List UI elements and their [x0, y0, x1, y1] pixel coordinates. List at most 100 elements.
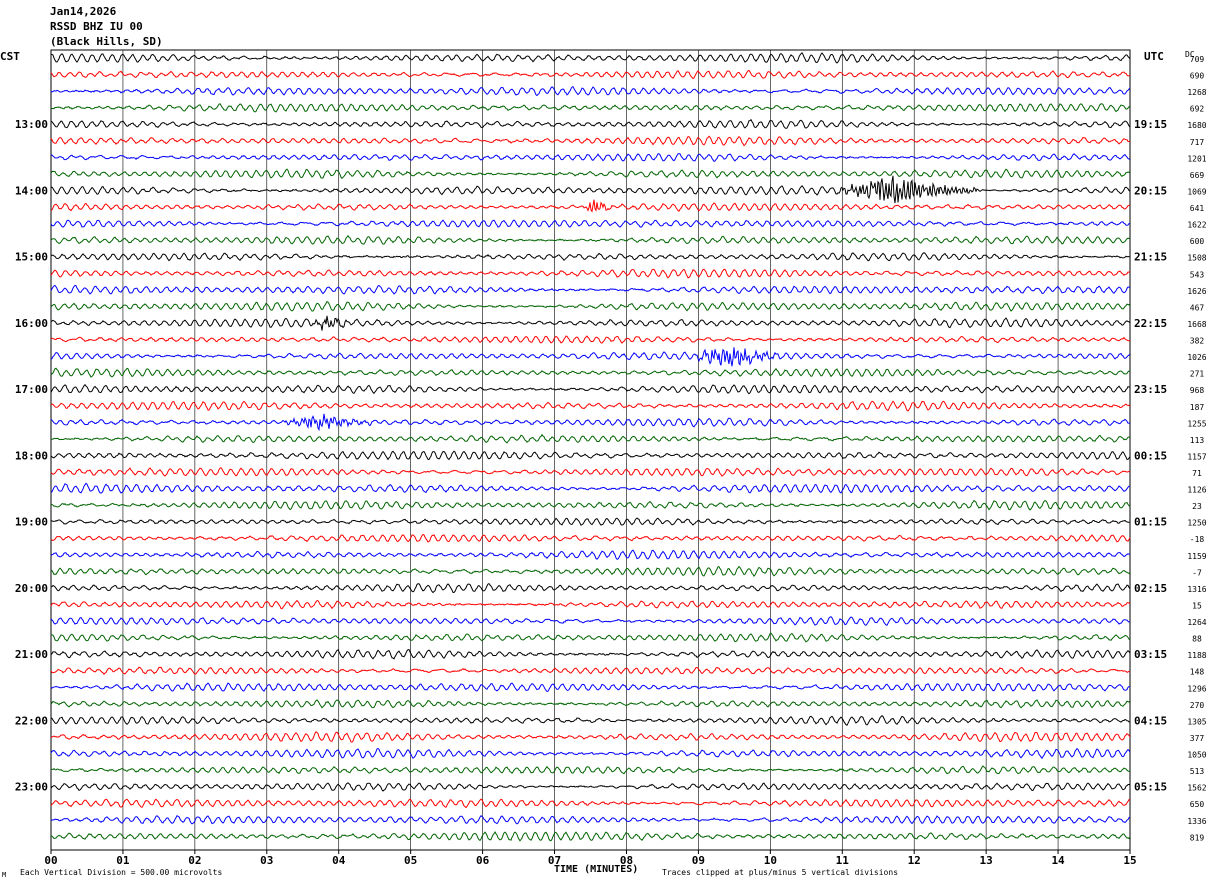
trace-row [50, 450, 1131, 461]
dc-offset-label: -18 [1190, 535, 1205, 544]
trace-row [50, 400, 1131, 412]
trace-row [50, 367, 1131, 378]
trace-row [50, 499, 1131, 511]
trace-row [50, 715, 1131, 726]
dc-offset-label: 377 [1190, 734, 1205, 743]
cst-hour-label: 19:00 [15, 516, 48, 529]
x-axis-title: TIME (MINUTES) [554, 864, 639, 875]
dc-offset-label: 88 [1192, 635, 1202, 644]
trace-row [50, 549, 1131, 560]
trace-row [50, 798, 1131, 809]
dc-offset-label: 1296 [1187, 684, 1206, 693]
trace-row [50, 517, 1131, 526]
trace-row [50, 347, 1131, 367]
trace-row [50, 649, 1131, 660]
x-tick-label: 06 [476, 854, 490, 867]
trace-row [50, 632, 1131, 643]
x-tick-label: 01 [116, 854, 130, 867]
trace-row [50, 219, 1131, 228]
cst-hour-label: 16:00 [15, 317, 48, 330]
trace-row [51, 433, 1131, 444]
dc-offset-label: 1680 [1187, 121, 1206, 130]
x-tick-label: 04 [332, 854, 346, 867]
trace-row [50, 252, 1131, 262]
utc-hour-label: 22:15 [1134, 317, 1167, 330]
dc-offset-label: 187 [1190, 403, 1205, 412]
dc-offset-label: 1305 [1187, 717, 1206, 726]
trace-row [50, 86, 1131, 97]
dc-offset-label: 1157 [1187, 452, 1206, 461]
trace-row [50, 533, 1131, 543]
trace-row [50, 153, 1131, 162]
dc-offset-label: 1668 [1187, 320, 1206, 329]
trace-row [50, 383, 1130, 395]
trace-row [50, 300, 1131, 312]
dc-offset-label: 1622 [1187, 221, 1206, 230]
dc-offset-label: 968 [1190, 386, 1205, 395]
dc-offset-label: 1126 [1187, 486, 1206, 495]
corner-mark: M [2, 871, 7, 879]
dc-offset-label: 15 [1192, 601, 1202, 610]
cst-hour-label: 18:00 [15, 449, 48, 462]
cst-hour-label: 21:00 [15, 648, 48, 661]
dc-offset-label: 1264 [1187, 618, 1206, 627]
dc-offset-label: 1250 [1187, 519, 1206, 528]
dc-offset-label: 148 [1190, 668, 1205, 677]
trace-row [50, 199, 1131, 213]
utc-hour-label: 21:15 [1134, 251, 1167, 264]
dc-offset-label: 1188 [1187, 651, 1206, 660]
trace-row [50, 599, 1131, 610]
dc-offset-label: 1508 [1187, 254, 1206, 263]
dc-offset-label: 382 [1190, 337, 1205, 346]
cst-hour-label: 13:00 [15, 118, 48, 131]
trace-row [50, 699, 1131, 709]
trace-row [50, 413, 1131, 432]
trace-row [50, 747, 1131, 760]
dc-offset-label: 1255 [1187, 419, 1206, 428]
dc-offset-label: 1201 [1187, 154, 1206, 163]
x-tick-label: 00 [44, 854, 57, 867]
dc-offset-label: 270 [1190, 701, 1205, 710]
utc-hour-label: 00:15 [1134, 449, 1167, 462]
trace-row [50, 135, 1131, 147]
left-timezone-label: CST [0, 50, 20, 63]
dc-offset-label: 467 [1190, 303, 1205, 312]
x-tick-label: 12 [908, 854, 921, 867]
trace-row [50, 831, 1131, 842]
x-tick-label: 03 [260, 854, 273, 867]
trace-row [50, 582, 1131, 594]
dc-offset-label: 717 [1190, 138, 1205, 147]
trace-row [50, 682, 1131, 692]
dc-offset-label: 641 [1190, 204, 1205, 213]
x-tick-label: 09 [692, 854, 705, 867]
cst-hour-label: 17:00 [15, 383, 48, 396]
dc-offset-label: 1050 [1187, 751, 1206, 760]
dc-offset-label: 692 [1190, 105, 1205, 114]
trace-row [50, 335, 1131, 344]
trace-row [50, 565, 1131, 577]
trace-row [50, 175, 1131, 204]
dc-offset-label: 23 [1192, 502, 1202, 511]
cst-hour-label: 15:00 [15, 251, 48, 264]
x-tick-label: 14 [1051, 854, 1065, 867]
trace-row [50, 234, 1131, 245]
x-tick-label: 10 [764, 854, 777, 867]
clip-note: Traces clipped at plus/minus 5 vertical … [662, 868, 899, 877]
x-tick-label: 08 [620, 854, 633, 867]
x-tick-label: 02 [188, 854, 201, 867]
trace-row [50, 168, 1131, 180]
dc-offset-label: 513 [1190, 767, 1205, 776]
location-label: (Black Hills, SD) [50, 35, 163, 48]
dc-offset-label: 1336 [1187, 817, 1206, 826]
dc-offset-label: 1026 [1187, 353, 1206, 362]
trace-row [50, 51, 1131, 64]
cst-hour-label: 22:00 [15, 714, 48, 727]
utc-hour-label: 03:15 [1134, 648, 1167, 661]
utc-hour-label: 05:15 [1134, 781, 1167, 794]
trace-row [50, 103, 1131, 113]
dc-offset-label: 690 [1190, 72, 1205, 81]
x-tick-label: 05 [404, 854, 417, 867]
dc-header-label: DC [1185, 50, 1195, 59]
trace-row [50, 731, 1131, 743]
